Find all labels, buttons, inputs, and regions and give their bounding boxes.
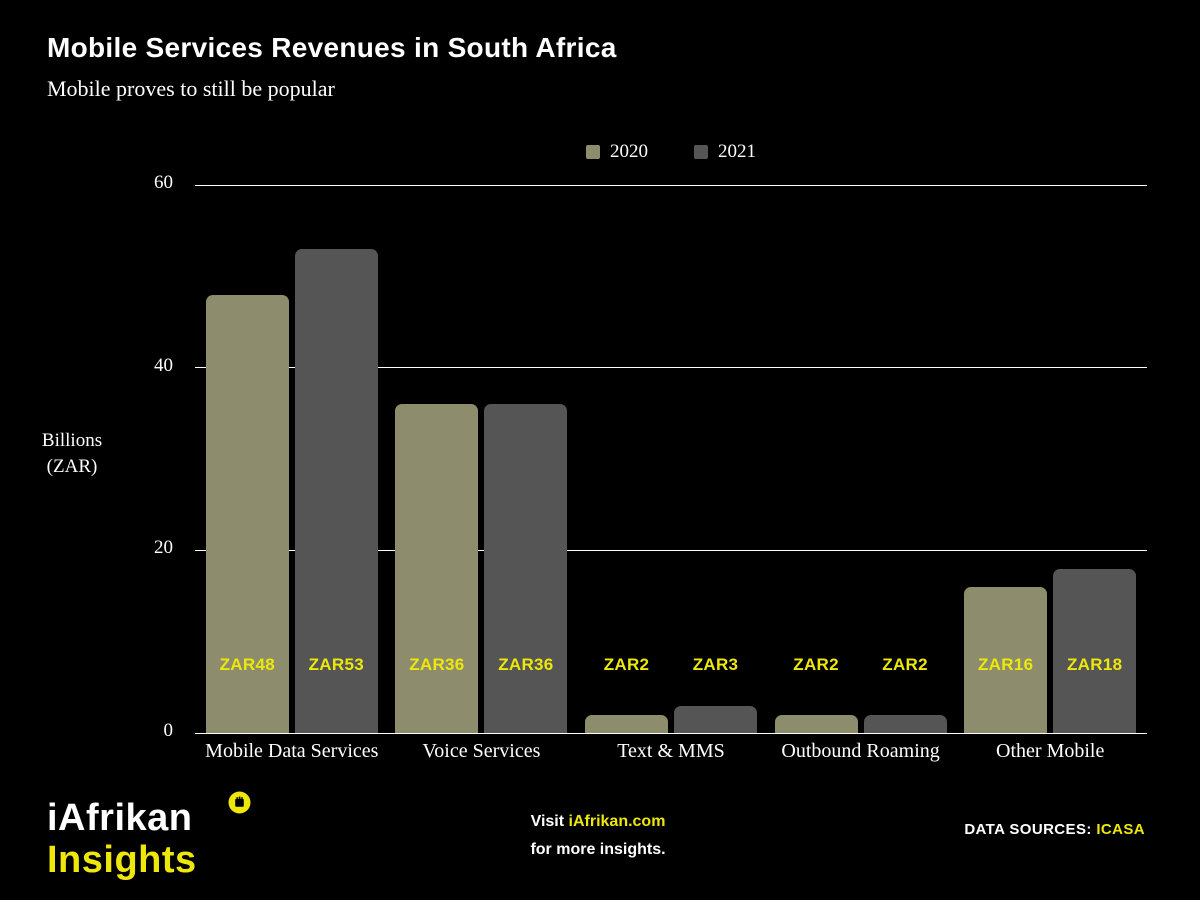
brand-tagline: Insights bbox=[47, 839, 197, 881]
bar-value-label-2021-3: ZAR2 bbox=[882, 655, 928, 674]
bar-2021-voice-services bbox=[484, 404, 568, 733]
gridline-60 bbox=[195, 184, 1147, 186]
plot-area: ZAR48 ZAR53 ZAR36 ZAR36 ZAR2 ZAR3 ZAR2 ZAR2 ZAR1… bbox=[195, 184, 1147, 734]
y-axis-title-line2: (ZAR) bbox=[46, 456, 98, 477]
chart-legend: 2020 2021 bbox=[197, 141, 1145, 163]
legend-item-2021: 2021 bbox=[694, 141, 756, 163]
x-category-label-4: Other Mobile bbox=[996, 740, 1105, 762]
y-tick-20: 20 bbox=[154, 537, 173, 559]
gridline-20 bbox=[195, 549, 1147, 551]
legend-label-2020: 2020 bbox=[610, 141, 648, 162]
legend-label-2021: 2021 bbox=[718, 141, 756, 162]
visit-note: Visit iAfrikan.com for more insights. bbox=[530, 808, 665, 864]
bar-value-label-2020-4: ZAR16 bbox=[978, 655, 1034, 674]
bar-value-label-2021-2: ZAR3 bbox=[692, 655, 739, 674]
y-axis-title-line1: Billions bbox=[41, 430, 103, 451]
bar-2020-voice-services bbox=[395, 404, 479, 733]
x-axis: Mobile Data Services Voice Services Text &… bbox=[197, 740, 1145, 772]
bar-value-label-2021-0: ZAR53 bbox=[308, 655, 364, 674]
y-tick-40: 40 bbox=[154, 354, 173, 376]
x-category-label-3: Outbound Roaming bbox=[781, 740, 940, 762]
y-axis-title: Billions (ZAR) bbox=[30, 428, 114, 480]
sources-value[interactable]: ICASA bbox=[1096, 821, 1145, 838]
bar-2021-other-mobile bbox=[1053, 568, 1137, 733]
bar-value-label-2021-4: ZAR18 bbox=[1067, 655, 1123, 674]
visit-prefix: Visit bbox=[530, 813, 569, 830]
bar-value-label-2020-2: ZAR2 bbox=[603, 655, 650, 674]
brand-name: iAfrikan bbox=[47, 797, 193, 839]
chart-subtitle: Mobile proves to still be popular bbox=[47, 76, 335, 101]
y-tick-0: 0 bbox=[163, 720, 174, 741]
y-tick-60: 60 bbox=[154, 172, 173, 193]
x-category-label-0: Mobile Data Services bbox=[205, 740, 379, 762]
bar-2020-mobile-data-services bbox=[205, 294, 289, 733]
legend-swatch-2020 bbox=[586, 145, 600, 159]
x-category-label-2: Text & MMS bbox=[617, 740, 725, 762]
visit-line1: Visit iAfrikan.com bbox=[530, 808, 666, 836]
y-axis: 0 20 40 60 bbox=[128, 172, 185, 741]
fist-icon bbox=[228, 791, 251, 814]
bar-2021-text-mms bbox=[674, 705, 757, 733]
x-category-label-1: Voice Services bbox=[422, 740, 541, 762]
bar-2020-outbound-roaming bbox=[774, 714, 858, 733]
bar-value-label-2020-3: ZAR2 bbox=[793, 655, 839, 674]
bar-2020-other-mobile bbox=[964, 586, 1048, 733]
legend-swatch-2021 bbox=[694, 145, 708, 159]
visit-link[interactable]: iAfrikan.com bbox=[568, 813, 666, 830]
data-sources: DATA SOURCES: ICASA bbox=[964, 821, 1145, 838]
bar-2020-text-mms bbox=[585, 714, 668, 733]
sources-label: DATA SOURCES: bbox=[964, 821, 1097, 838]
bar-value-label-2021-1: ZAR36 bbox=[498, 655, 554, 674]
bar-value-label-2020-1: ZAR36 bbox=[409, 655, 465, 674]
legend-item-2020: 2020 bbox=[586, 141, 648, 163]
visit-line2: for more insights. bbox=[530, 841, 666, 858]
chart-title: Mobile Services Revenues in South Africa bbox=[47, 32, 617, 63]
bar-value-label-2020-0: ZAR48 bbox=[219, 655, 275, 674]
bar-2021-outbound-roaming bbox=[863, 714, 947, 733]
bar-2021-mobile-data-services bbox=[294, 248, 378, 733]
brand-logo: iAfrikan Insights bbox=[47, 797, 197, 881]
gridline-40 bbox=[195, 367, 1147, 369]
gridline-0 bbox=[195, 732, 1147, 734]
